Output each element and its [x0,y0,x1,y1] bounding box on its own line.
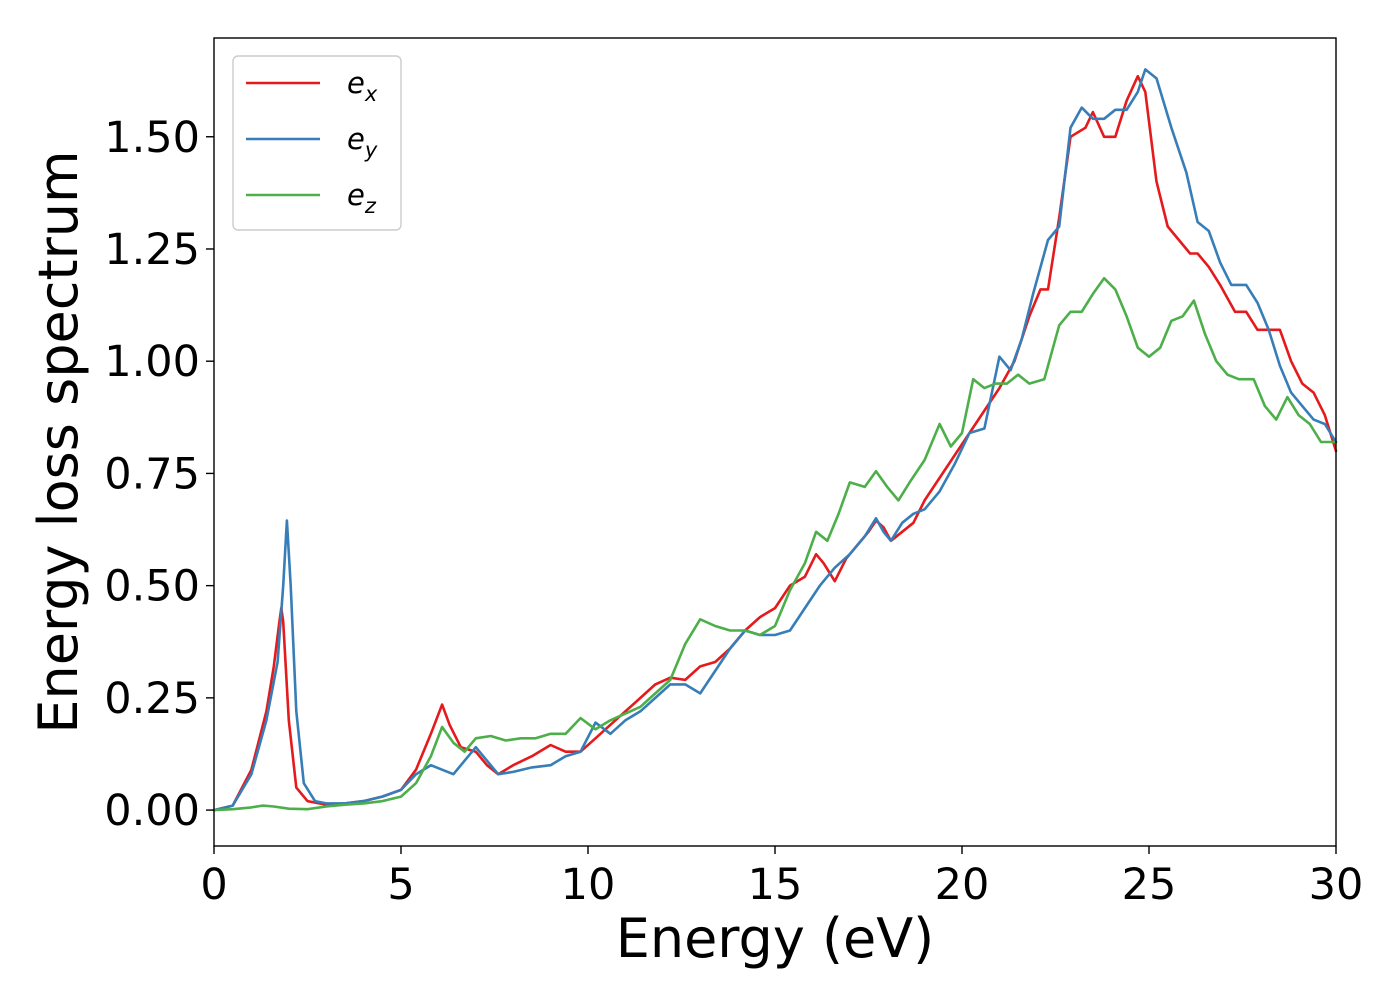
x-axis-ticks: 0 5 10 15 20 25 30 [200,846,1363,910]
series-line-z [212,276,1338,812]
y-tick-label: 0.25 [104,674,200,724]
y-tick-label: 1.00 [104,337,200,387]
x-tick-label: 20 [935,860,990,910]
x-tick-label: 30 [1309,860,1364,910]
legend-frame [232,55,402,231]
legend-label-z: ez [347,178,377,218]
y-tick-label: 0.50 [104,562,200,612]
y-tick-label: 0.75 [104,449,200,499]
y-axis-title: Energy loss spectrum [27,150,90,733]
x-tick-label: 15 [748,860,803,910]
x-tick-label: 0 [200,860,227,910]
y-tick-label: 0.00 [104,786,200,836]
series-line-y [212,68,1338,812]
x-axis-title: Energy (eV) [616,907,935,970]
x-tick-label: 5 [387,860,414,910]
series-layer [212,68,1338,812]
x-tick-label: 10 [561,860,616,910]
y-tick-label: 1.25 [104,225,200,275]
y-tick-label: 1.50 [104,113,200,163]
y-axis-ticks: 0.00 0.25 0.50 0.75 1.00 1.25 1.50 [104,113,214,836]
x-tick-label: 25 [1122,860,1177,910]
